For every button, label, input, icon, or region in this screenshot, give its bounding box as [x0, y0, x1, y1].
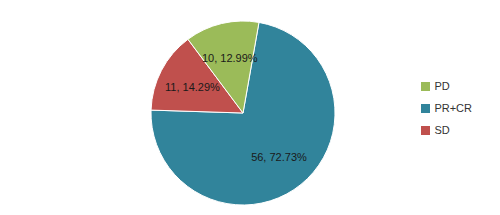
html-text:SD: SD — [434, 123, 450, 136]
svg-text:10, 12.99%: 10, 12.99% — [202, 52, 258, 64]
svg-text:56, 72.73%: 56, 72.73% — [251, 151, 307, 163]
html-text:PD: PD — [434, 79, 450, 92]
html-text:PR+CR: PR+CR — [434, 101, 472, 114]
svg-text:11, 14.29%: 11, 14.29% — [165, 81, 220, 93]
